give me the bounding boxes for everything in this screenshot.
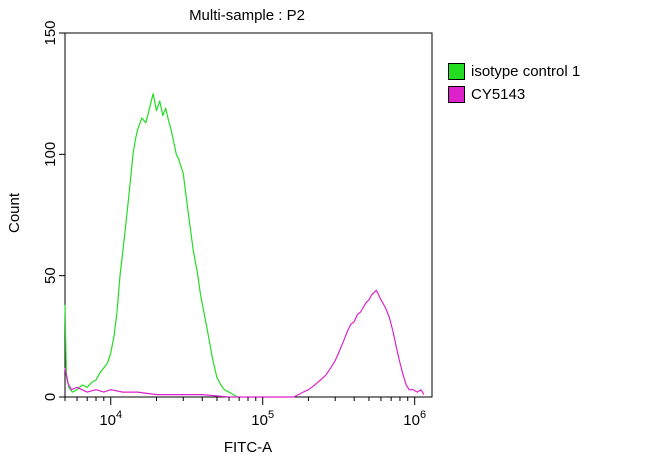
series-line-1 xyxy=(64,93,238,398)
axis-layer: 0 50 100 150 104 105 106 xyxy=(42,20,426,429)
x-tick-label: 105 xyxy=(251,409,274,429)
series-layer xyxy=(64,93,425,398)
chart-title: Multi-sample : P2 xyxy=(189,7,305,24)
plot-frame xyxy=(64,32,433,398)
y-tick-label: 50 xyxy=(42,267,59,284)
y-tick-label: 100 xyxy=(42,142,59,167)
legend-swatch xyxy=(448,63,465,80)
x-tick-label: 104 xyxy=(99,409,122,429)
y-tick-label: 0 xyxy=(42,393,59,401)
legend-swatch xyxy=(448,86,465,103)
x-axis-label: FITC-A xyxy=(224,439,272,456)
series-line-2 xyxy=(64,289,425,398)
legend-label: isotype control 1 xyxy=(471,63,581,80)
legend-item: isotype control 1 xyxy=(448,60,580,83)
legend-item: CY5143 xyxy=(448,83,580,106)
y-tick-label: 150 xyxy=(42,20,59,45)
legend-label: CY5143 xyxy=(471,86,526,103)
legend: isotype control 1 CY5143 xyxy=(448,60,580,106)
x-tick-label: 106 xyxy=(403,409,426,429)
y-axis-label: Count xyxy=(6,192,23,233)
